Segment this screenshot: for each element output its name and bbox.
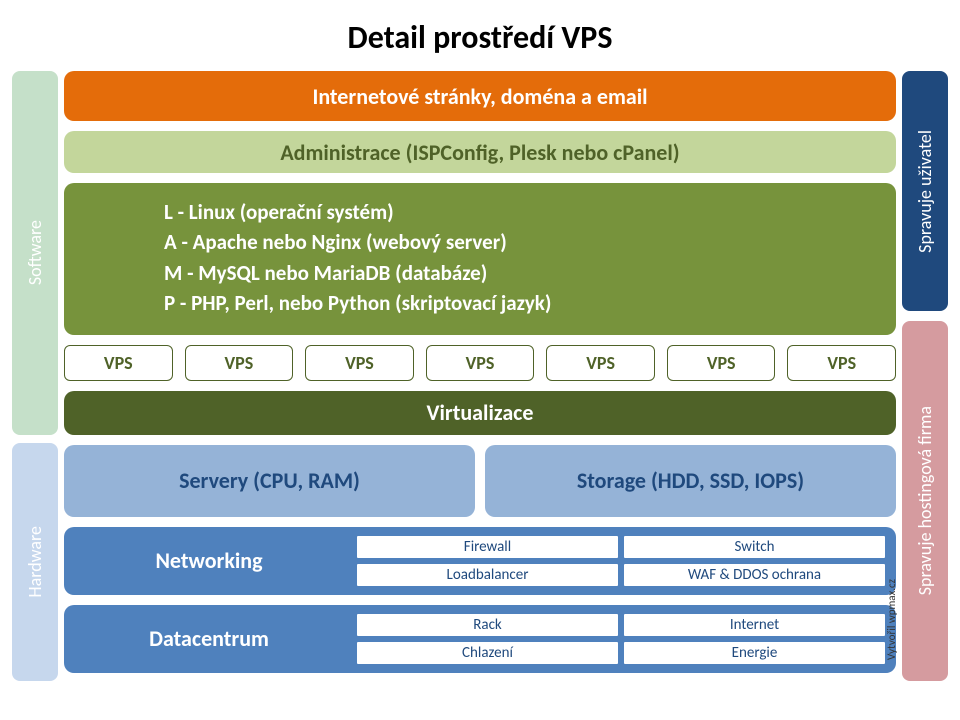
rail-user-label: Spravuje uživatel <box>914 130 936 253</box>
vps-box: VPS <box>305 345 414 381</box>
datacenter-grid: Rack Internet Chlazení Energie <box>356 613 886 665</box>
left-rail: Software Hardware <box>12 71 58 681</box>
right-rail: Spravuje uživatel Spravuje hostingová fi… <box>902 71 948 681</box>
vps-box: VPS <box>185 345 294 381</box>
cell-energy: Energie <box>623 641 886 665</box>
layer-servers: Servery (CPU, RAM) <box>64 445 475 517</box>
layer-storage: Storage (HDD, SSD, IOPS) <box>485 445 896 517</box>
diagram: Software Hardware Internetové stránky, d… <box>0 71 960 681</box>
cell-cooling: Chlazení <box>356 641 619 665</box>
lamp-line-a: A - Apache nebo Nginx (webový server) <box>164 227 886 257</box>
rail-hosting-label: Spravuje hostingová firma <box>914 406 936 595</box>
layer-lamp: L - Linux (operační systém) A - Apache n… <box>64 183 896 335</box>
layer-networking: Networking Firewall Switch Loadbalancer … <box>64 527 896 595</box>
vps-row: VPS VPS VPS VPS VPS VPS VPS <box>64 345 896 381</box>
vps-box: VPS <box>426 345 535 381</box>
vps-box: VPS <box>64 345 173 381</box>
compute-row: Servery (CPU, RAM) Storage (HDD, SSD, IO… <box>64 445 896 517</box>
networking-label: Networking <box>74 547 344 574</box>
datacenter-label: Datacentrum <box>74 625 344 652</box>
cell-waf-ddos: WAF & DDOS ochrana <box>623 563 886 587</box>
vps-box: VPS <box>787 345 896 381</box>
credit-text: Vytvořil wpmax.cz <box>885 579 898 660</box>
layer-virtualization: Virtualizace <box>64 391 896 435</box>
rail-software: Software <box>12 71 58 435</box>
rail-hosting: Spravuje hostingová firma <box>902 321 948 681</box>
layer-internet: Internetové stránky, doména a email <box>64 71 896 121</box>
lamp-line-m: M - MySQL nebo MariaDB (databáze) <box>164 258 886 288</box>
rail-user: Spravuje uživatel <box>902 71 948 311</box>
layer-datacenter: Datacentrum Rack Internet Chlazení Energ… <box>64 605 896 673</box>
cell-switch: Switch <box>623 535 886 559</box>
vps-box: VPS <box>546 345 655 381</box>
vps-box: VPS <box>667 345 776 381</box>
layer-admin: Administrace (ISPConfig, Plesk nebo cPan… <box>64 131 896 173</box>
rail-hardware: Hardware <box>12 443 58 681</box>
cell-internet: Internet <box>623 613 886 637</box>
center-stack: Internetové stránky, doména a email Admi… <box>64 71 896 681</box>
cell-rack: Rack <box>356 613 619 637</box>
networking-grid: Firewall Switch Loadbalancer WAF & DDOS … <box>356 535 886 587</box>
cell-firewall: Firewall <box>356 535 619 559</box>
lamp-line-p: P - PHP, Perl, nebo Python (skriptovací … <box>164 288 886 318</box>
rail-software-label: Software <box>24 220 46 285</box>
rail-hardware-label: Hardware <box>24 526 46 598</box>
cell-loadbalancer: Loadbalancer <box>356 563 619 587</box>
page-title: Detail prostředí VPS <box>0 0 960 71</box>
lamp-line-l: L - Linux (operační systém) <box>164 197 886 227</box>
